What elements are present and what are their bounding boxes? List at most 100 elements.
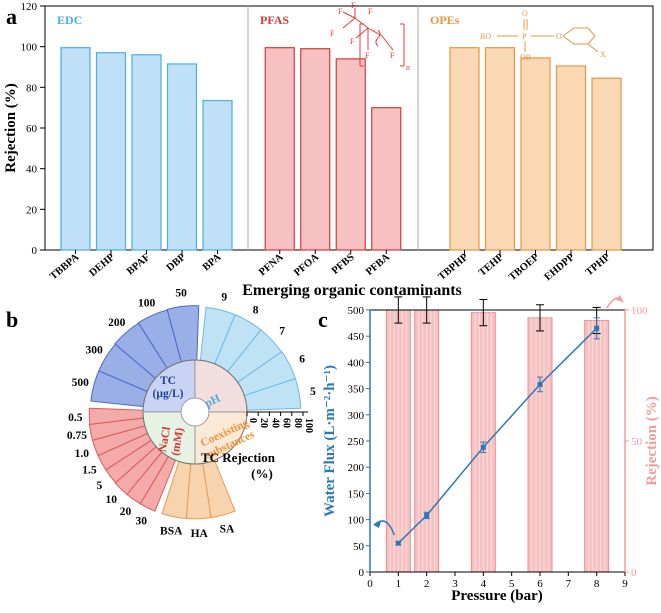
x-tick-label: 6 bbox=[537, 578, 543, 590]
y-tick-label-left: 400 bbox=[348, 357, 365, 369]
x-tick-label: TPHP bbox=[584, 251, 613, 278]
pfas-atom: F bbox=[338, 7, 343, 16]
panel-a-group-names: EDC PFAS OPEs bbox=[57, 13, 460, 27]
y-tick-label-left: 250 bbox=[348, 436, 365, 448]
panel-c-label: c bbox=[318, 307, 328, 332]
panel-c-flux-series bbox=[395, 317, 600, 546]
panel-a-group-dividers bbox=[247, 6, 419, 250]
category-label: 500 bbox=[72, 377, 90, 389]
category-label: 1.5 bbox=[82, 465, 97, 477]
panel-c-x-label: Pressure (bar) bbox=[451, 588, 543, 604]
pfas-atom: F bbox=[390, 51, 395, 60]
category-label: SA bbox=[220, 524, 235, 536]
ope-structure-drawing bbox=[497, 19, 599, 53]
x-tick-label: DBP bbox=[165, 251, 189, 273]
x-tick-label: BPA bbox=[201, 252, 224, 274]
x-tick-label: 0 bbox=[367, 578, 373, 590]
right-axis-arrowhead bbox=[616, 295, 623, 302]
panel-c: c 0 1 2 3 4 5 6 7 8 90501001502002503003504004505… bbox=[318, 295, 660, 604]
panel-a-x-tick-labels: TBBPA DEHP BPAF DBP BPA PFNA PFOA PFBS PFBA TBPHP… bbox=[48, 250, 613, 283]
bar-tphp bbox=[591, 77, 622, 251]
category-label: 0.75 bbox=[67, 430, 87, 442]
pfas-atom: F bbox=[351, 1, 356, 10]
bar-tboep bbox=[520, 57, 551, 251]
category-label: 5 bbox=[310, 386, 316, 398]
y-tick-label-left: 100 bbox=[348, 515, 365, 527]
bar-pfbs bbox=[335, 58, 366, 251]
radial-tick-label: 100 bbox=[303, 418, 314, 433]
y-tick-label: 100 bbox=[21, 42, 38, 54]
x-tick-label: PFNA bbox=[257, 252, 286, 279]
category-label: HA bbox=[191, 528, 209, 540]
bar-dbp bbox=[166, 63, 198, 251]
category-label: 30 bbox=[136, 515, 148, 527]
category-label: 1.0 bbox=[75, 448, 90, 460]
panel-b-label: b bbox=[6, 307, 18, 332]
panel-a-x-label: Emerging organic contaminants bbox=[242, 282, 462, 299]
panel-b-axis-title: TC Rejection bbox=[201, 450, 276, 465]
flux-point bbox=[480, 444, 486, 450]
radial-tick-label: 0 bbox=[247, 418, 258, 423]
panel-c-rejection-bars bbox=[385, 296, 610, 573]
x-tick-label: 3 bbox=[452, 578, 458, 590]
radial-tick-label: 80 bbox=[292, 418, 303, 428]
category-label: 20 bbox=[120, 506, 132, 518]
bar-tbbpa bbox=[60, 47, 91, 251]
ope-atom: O bbox=[522, 9, 528, 18]
x-tick-label: EHDPP bbox=[543, 252, 578, 284]
panel-a-bars bbox=[60, 47, 622, 251]
panel-b-radial-axis: 0 20 40 60 80 100 bbox=[246, 411, 314, 433]
x-tick-label: BPAF bbox=[125, 252, 152, 278]
category-label: 10 bbox=[105, 494, 117, 506]
radial-tick-label: 40 bbox=[269, 418, 280, 428]
x-tick-label: PFBA bbox=[364, 252, 392, 278]
panel-c-axis-arrows bbox=[373, 295, 624, 536]
y-tick-label-right: 50 bbox=[631, 436, 643, 448]
flux-point bbox=[424, 512, 430, 518]
bar-tehp bbox=[484, 47, 516, 251]
radial-tick-label: 20 bbox=[258, 418, 269, 428]
panel-c-axes: 0 1 2 3 4 5 6 7 8 9050100150200250300350400450500… bbox=[348, 305, 649, 590]
category-label: 6 bbox=[299, 353, 305, 365]
y-tick-label-left: 450 bbox=[348, 331, 365, 343]
x-tick-label: 4 bbox=[481, 578, 487, 590]
y-tick-label-right: 100 bbox=[631, 305, 648, 317]
left-axis-arrowhead bbox=[374, 521, 381, 529]
bar-bpa bbox=[202, 99, 233, 251]
category-label: 100 bbox=[138, 297, 156, 309]
pfas-atom: F bbox=[330, 29, 335, 38]
group-label: (mM) bbox=[170, 427, 187, 457]
panel-b-inner-ring bbox=[142, 359, 248, 465]
y-tick-label-right: 0 bbox=[631, 567, 637, 579]
ope-atom: RO bbox=[480, 32, 491, 41]
group-label: NaCl bbox=[157, 426, 173, 453]
x-tick-label: TBPHP bbox=[437, 252, 471, 283]
bar-tbphp bbox=[449, 47, 480, 251]
panel-b-axis-unit: (%) bbox=[251, 466, 273, 481]
y-tick-label-left: 300 bbox=[348, 410, 365, 422]
bar-bpaf bbox=[131, 54, 162, 251]
x-tick-label: TEHP bbox=[477, 251, 506, 278]
bar-pfoa bbox=[300, 48, 331, 251]
y-tick-label-left: 350 bbox=[348, 384, 365, 396]
x-tick-label: PFBS bbox=[330, 252, 357, 277]
category-label: 7 bbox=[279, 326, 285, 338]
panel-a-y-label: Rejection (%) bbox=[3, 83, 19, 173]
category-label: 0.5 bbox=[68, 412, 83, 424]
ope-atom: O bbox=[556, 32, 562, 41]
group-label: TC bbox=[160, 375, 176, 387]
x-tick-label: 9 bbox=[622, 578, 628, 590]
group-label: (µg/L) bbox=[153, 388, 184, 400]
category-label: BSA bbox=[160, 526, 183, 538]
pfas-atom: F bbox=[368, 7, 373, 16]
group-name-pfas: PFAS bbox=[260, 13, 289, 27]
bar-ehdpp bbox=[555, 65, 587, 251]
x-tick-label: PFOA bbox=[292, 252, 321, 279]
category-label: 50 bbox=[175, 287, 187, 299]
y-tick-label-left: 50 bbox=[353, 541, 365, 553]
y-tick-label-left: 200 bbox=[348, 462, 365, 474]
x-tick-label: 8 bbox=[594, 578, 600, 590]
y-tick-label: 80 bbox=[26, 82, 38, 94]
